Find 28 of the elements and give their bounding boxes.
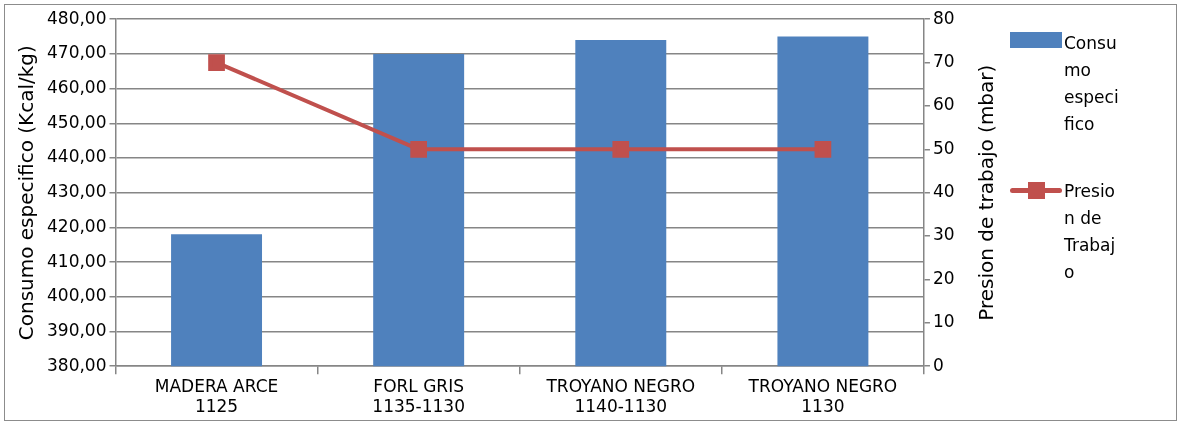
y-tick-label: 440,00 — [47, 146, 107, 167]
x-tick-label: TROYANO NEGRO 1140-1130 — [545, 375, 696, 417]
y-tick-label: 450,00 — [47, 111, 107, 132]
y2-axis-title: Presion de trabajo (mbar) — [974, 64, 999, 321]
x-tick-label: MADERA ARCE 1125 — [154, 375, 279, 417]
y2-tick-label: 20 — [932, 267, 955, 288]
y-tick-label: 400,00 — [47, 285, 107, 306]
y2-tick-label: 70 — [932, 51, 955, 71]
legend-label: Consumo especifico — [1064, 32, 1120, 136]
y2-tick-label: 30 — [932, 224, 955, 245]
y-tick-label: 470,00 — [47, 42, 107, 63]
x-tick-label: FORL GRIS 1135-1130 — [372, 375, 465, 417]
x-tick-label: TROYANO NEGRO 1130 — [747, 375, 898, 417]
y-tick-label: 460,00 — [47, 77, 107, 98]
y-tick-label: 430,00 — [47, 181, 107, 202]
y-tick-label: 390,00 — [47, 319, 107, 340]
y-tick-label: 420,00 — [47, 215, 107, 236]
y2-tick-label: 40 — [932, 181, 955, 202]
y2-tick-label: 60 — [932, 94, 955, 115]
y-axis-title: Consumo especifico (Kcal/kg) — [14, 45, 39, 341]
y2-tick-label: 80 — [932, 7, 955, 28]
y-tick-label: 480,00 — [47, 7, 107, 28]
y2-tick-label: 10 — [932, 311, 955, 332]
legend-label: Presion de Trabajo — [1064, 180, 1117, 284]
y-tick-label: 380,00 — [47, 354, 107, 375]
y2-tick-label: 0 — [932, 354, 944, 375]
y-tick-label: 410,00 — [47, 250, 107, 271]
y2-tick-label: 50 — [932, 137, 955, 158]
